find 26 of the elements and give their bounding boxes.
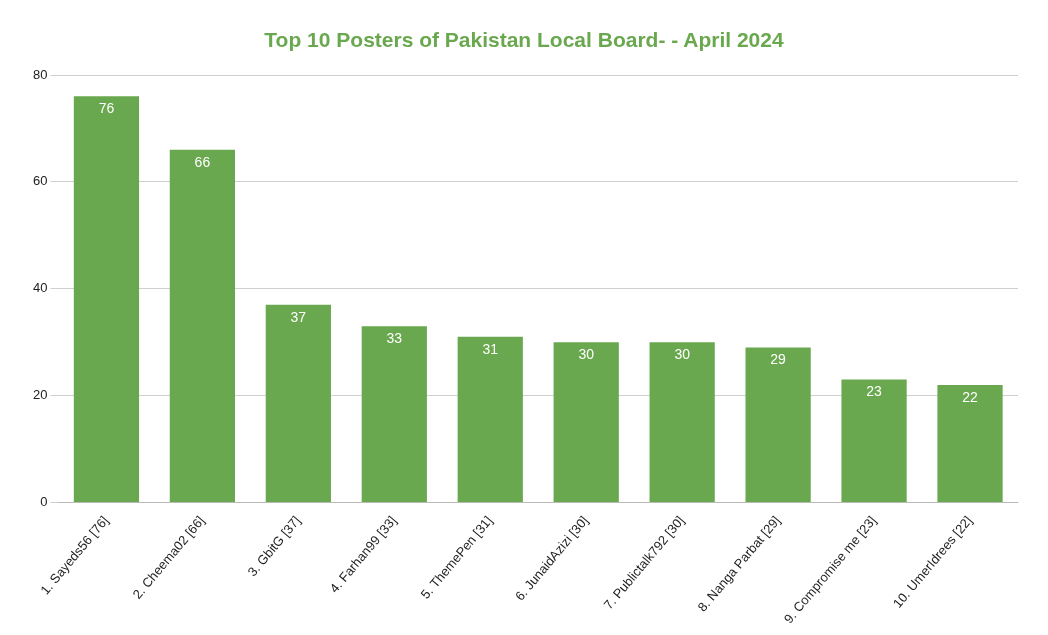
data-label: 22	[962, 388, 979, 405]
bar	[553, 342, 619, 502]
data-label: 66	[194, 153, 211, 170]
y-tick-label: 80	[32, 66, 48, 82]
data-label: 29	[770, 351, 787, 368]
bar	[265, 304, 331, 502]
bar	[73, 96, 140, 502]
bar	[649, 342, 715, 502]
data-label: 31	[482, 340, 499, 357]
bar	[361, 326, 427, 502]
data-label: 30	[674, 346, 691, 363]
data-label: 30	[578, 346, 595, 363]
bar	[457, 336, 523, 502]
data-label: 33	[386, 330, 403, 346]
data-label: 23	[866, 383, 883, 400]
bar	[169, 149, 236, 502]
y-tick-label: 20	[32, 387, 48, 403]
bar	[745, 347, 811, 502]
chart-title: Top 10 Posters of Pakistan Local Board- - April 2024	[263, 28, 785, 52]
data-label: 37	[290, 308, 307, 325]
bar	[937, 384, 1003, 502]
data-label: 76	[98, 100, 115, 117]
y-tick-label: 40	[32, 280, 48, 296]
y-tick-label: 60	[32, 173, 48, 189]
bar	[841, 379, 907, 502]
y-tick-label: 0	[40, 494, 48, 510]
